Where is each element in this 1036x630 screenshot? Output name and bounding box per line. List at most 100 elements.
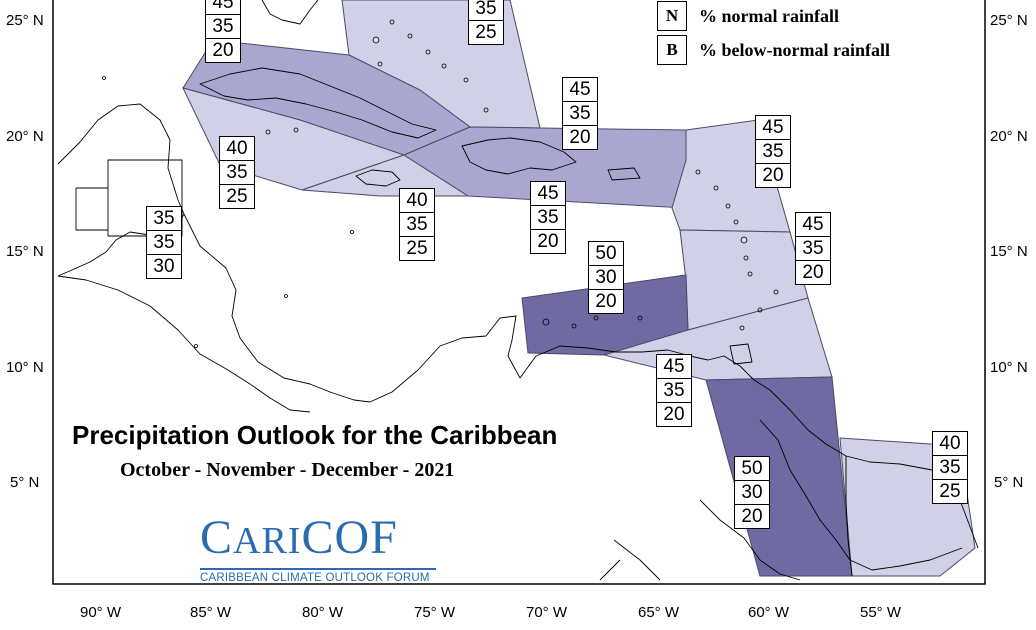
caricof-logo: CARICOF CARIBBEAN CLIMATE OUTLOOK FORUM — [200, 513, 436, 584]
forecast-value: 45 — [206, 0, 240, 15]
forecast-value: 25 — [939, 481, 961, 502]
jamaica-coast — [355, 169, 401, 187]
forecast-value: 35 — [206, 15, 240, 39]
forecast-box-hispaniola: 45 35 20 — [530, 181, 566, 254]
forecast-value: 20 — [762, 165, 784, 186]
forecast-value: 35 — [756, 140, 790, 164]
forecast-box-french-guiana: 40 35 25 — [932, 431, 968, 504]
forecast-value: 30 — [589, 266, 623, 290]
logo-tagline: CARIBBEAN CLIMATE OUTLOOK FORUM — [200, 572, 430, 584]
zone-guyana — [705, 376, 853, 577]
forecast-value: 50 — [735, 457, 769, 481]
map-subtitle: October - November - December - 2021 — [120, 459, 455, 481]
forecast-value: 40 — [220, 137, 254, 161]
latitude-labels: 25° N 20° N 15° N 10° N 5° N 25° N 20° N… — [6, 12, 1028, 491]
forecast-box-leeward: 45 35 20 — [755, 115, 791, 188]
lat-label-right: 20° N — [990, 128, 1028, 145]
yucatan-box — [75, 187, 108, 231]
legend-key: B — [657, 35, 687, 65]
forecast-value: 45 — [756, 116, 790, 140]
forecast-value: 40 — [400, 189, 434, 213]
lon-label: 60° W — [748, 604, 790, 621]
forecast-box-abc: 50 30 20 — [588, 241, 624, 314]
forecast-value: 35 — [147, 231, 181, 255]
brazil-border — [699, 499, 801, 581]
lat-label-right: 10° N — [990, 359, 1028, 376]
lon-label: 85° W — [190, 604, 232, 621]
lat-label-left: 20° N — [6, 128, 44, 145]
legend-text: % below-normal rainfall — [699, 39, 890, 60]
lon-label: 75° W — [414, 604, 456, 621]
lon-label: 65° W — [638, 604, 680, 621]
legend-below-normal: B % below-normal rainfall — [657, 35, 890, 65]
lon-label: 55° W — [860, 604, 902, 621]
lon-label: 80° W — [302, 604, 344, 621]
lat-label-left: 10° N — [6, 359, 44, 376]
forecast-value: 35 — [531, 206, 565, 230]
coastlines — [57, 0, 979, 581]
central-america-caribbean — [183, 213, 371, 403]
forecast-value: 35 — [933, 456, 967, 480]
forecast-value: 35 — [657, 379, 691, 403]
central-america-pacific — [57, 275, 311, 413]
forecast-box-turks-caicos: 45 35 20 — [562, 77, 598, 150]
pacific-coast-south — [599, 539, 661, 581]
map-title: Precipitation Outlook for the Caribbean — [72, 420, 558, 450]
hispaniola-coast — [461, 137, 577, 175]
venezuela-coast — [519, 345, 741, 379]
forecast-value: 35 — [469, 0, 503, 21]
forecast-value: 35 — [796, 237, 830, 261]
trinidad-coast — [729, 343, 753, 365]
forecast-value: 20 — [663, 404, 685, 425]
forecast-box-windward: 45 35 20 — [795, 212, 831, 285]
forecast-box-bahamas-west: 45 35 20 — [205, 0, 241, 63]
forecast-value: 20 — [802, 262, 824, 283]
belize-box — [107, 159, 183, 237]
lat-label-right: 25° N — [990, 12, 1028, 29]
lon-label: 70° W — [526, 604, 568, 621]
lat-label-right: 5° N — [994, 474, 1023, 491]
forecast-value: 20 — [569, 127, 591, 148]
lat-label-left: 25° N — [6, 12, 44, 29]
lat-label-left: 15° N — [6, 243, 44, 260]
forecast-value: 45 — [796, 213, 830, 237]
legend-key: N — [657, 1, 687, 31]
forecast-value: 35 — [220, 161, 254, 185]
lat-label-right: 15° N — [990, 243, 1028, 260]
legend-text: % normal rainfall — [699, 5, 839, 26]
forecast-box-belize: 35 35 30 — [146, 206, 182, 279]
forecast-value: 25 — [475, 22, 497, 43]
islands — [102, 19, 779, 348]
forecast-value: 25 — [406, 238, 428, 259]
logo-name: CARICOF — [200, 511, 398, 564]
forecast-box-jamaica: 40 35 25 — [399, 188, 435, 261]
forecast-value: 30 — [153, 256, 175, 277]
lon-label: 90° W — [80, 604, 122, 621]
forecast-box-cayman: 40 35 25 — [219, 136, 255, 209]
forecast-value: 35 — [400, 213, 434, 237]
forecast-value: 45 — [563, 78, 597, 102]
puerto-rico-coast — [607, 167, 641, 181]
forecast-value: 30 — [735, 481, 769, 505]
logo-rule — [200, 568, 436, 570]
forecast-box-trinidad: 45 35 20 — [656, 354, 692, 427]
longitude-labels: 90° W 85° W 80° W 75° W 70° W 65° W 60° … — [80, 604, 902, 621]
forecast-value: 50 — [589, 242, 623, 266]
forecast-value: 45 — [531, 182, 565, 206]
forecast-value: 35 — [563, 102, 597, 126]
forecast-value: 20 — [212, 40, 234, 61]
outlook-zones — [182, 0, 976, 577]
florida — [261, 0, 319, 25]
guyana-border — [845, 456, 853, 577]
cuba-coast — [199, 67, 437, 139]
forecast-value: 40 — [933, 432, 967, 456]
forecast-value: 25 — [226, 186, 248, 207]
forecast-value: 20 — [537, 231, 559, 252]
lat-label-left: 5° N — [10, 474, 39, 491]
forecast-box-guyana: 50 30 20 — [734, 456, 770, 529]
map-frame — [52, 0, 986, 585]
colombia-coast — [369, 315, 521, 403]
legend-normal: N % normal rainfall — [657, 1, 839, 31]
forecast-box-bahamas-east: 35 25 — [468, 0, 504, 45]
